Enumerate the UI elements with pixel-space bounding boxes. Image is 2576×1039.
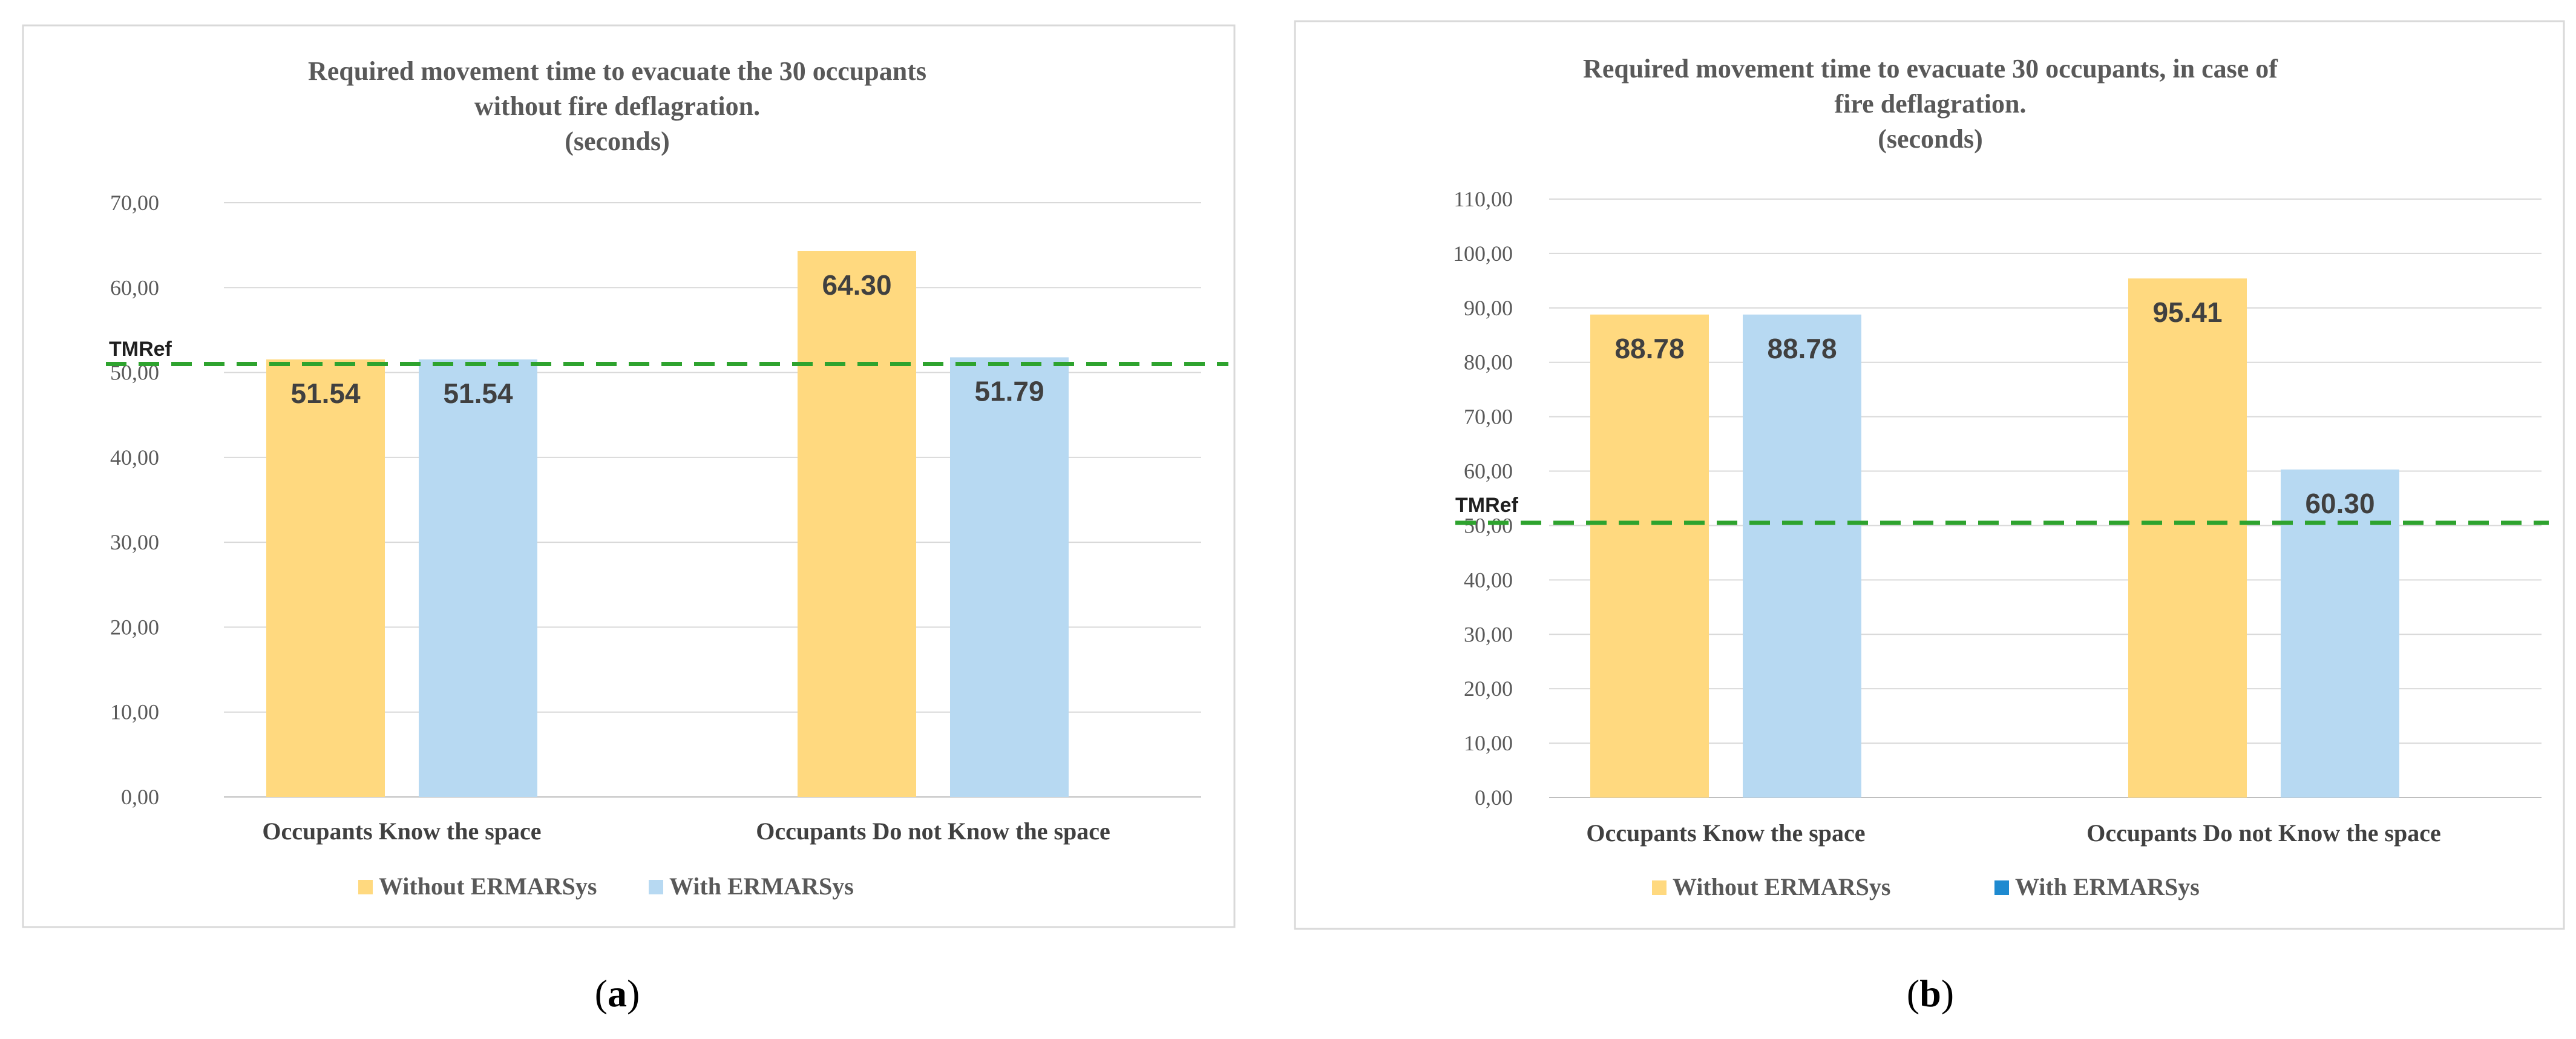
chart-a-category-label: Occupants Do not Know the space [756,818,1110,845]
chart-b-legend-label-without: Without ERMARSys [1673,873,1890,900]
chart-a-bar-with-2 [950,357,1069,797]
chart-b-category-labels: Occupants Know the space Occupants Do not… [1586,819,2440,847]
chart-a-title-line-1: Required movement time to evacuate the 3… [308,56,926,86]
chart-b-legend-swatch-without [1652,880,1667,895]
chart-b-legend-label-with: With ERMARSys [2015,873,2200,900]
chart-b-title-line-2: fire deflagration. [1835,89,2027,119]
chart-b-y-tick-label: 110,00 [1454,187,1513,211]
chart-b-category-label: Occupants Do not Know the space [2086,819,2441,847]
chart-a-title-line-3: (seconds) [565,126,670,156]
chart-a-data-label: 64.30 [822,269,891,301]
chart-b-y-tick-label: 40,00 [1464,568,1513,592]
chart-a-category-labels: Occupants Know the space Occupants Do not… [262,818,1110,845]
chart-b-data-label: 88.78 [1614,333,1684,364]
chart-b-category-label: Occupants Know the space [1586,819,1865,847]
chart-b-title-line-3: (seconds) [1878,124,1983,154]
chart-b-y-tick-label: 10,00 [1464,731,1513,755]
chart-b: Required movement time to evacuate 30 oc… [1294,20,2565,930]
panel-label-a-letter: a [608,972,627,1015]
chart-b-data-label: 88.78 [1767,333,1837,364]
chart-a-y-tick-label: 20,00 [110,615,159,639]
chart-a-bar-without-2 [798,251,916,797]
panel-label-b: (b) [1907,972,1954,1015]
chart-a-legend-swatch-with [649,880,663,894]
chart-b-y-tick-label: 20,00 [1464,677,1513,701]
chart-b-title-line-1: Required movement time to evacuate 30 oc… [1583,54,2278,84]
chart-a-bar-without-1 [266,359,385,797]
chart-a-legend-label-without: Without ERMARSys [379,873,597,900]
chart-a-y-tick-label: 40,00 [110,445,159,470]
chart-a-legend-swatch-without [358,880,373,894]
chart-b-legend: Without ERMARSys With ERMARSys [1652,873,2200,900]
chart-b-y-tick-label: 90,00 [1464,296,1513,320]
chart-a-bars [266,251,1069,797]
chart-a-y-tick-label: 0,00 [121,785,159,809]
panel-label-b-letter: b [1919,972,1941,1015]
chart-a-data-labels: 51.54 51.54 64.30 51.79 [290,269,1044,409]
chart-b-y-tick-label: 0,00 [1475,785,1513,810]
chart-a-legend-label-with: With ERMARSys [669,873,854,900]
chart-b-y-tick-label: 50,00 [1464,513,1513,537]
chart-b-y-ticks: 0,00 10,00 20,00 30,00 40,00 50,00 60,00 70,00 8… [1453,187,1513,810]
chart-a-title-line-2: without fire deflagration. [474,91,760,121]
chart-a-y-tick-label: 10,00 [110,700,159,724]
chart-b-y-tick-label: 70,00 [1464,405,1513,429]
chart-a-y-tick-label: 60,00 [110,275,159,300]
chart-a-category-label: Occupants Know the space [262,818,541,845]
chart-a-data-label: 51.79 [974,375,1044,407]
chart-b-data-label: 60.30 [2305,488,2374,519]
chart-a-legend: Without ERMARSys With ERMARSys [358,873,854,900]
chart-a-y-tick-label: 30,00 [110,530,159,554]
chart-b-bar-without-1 [1590,314,1709,798]
chart-b-data-label: 95.41 [2152,297,2222,328]
chart-a-y-tick-label: 70,00 [110,191,159,215]
chart-a-reference-label: TMRef [109,338,172,361]
chart-a-bar-with-1 [419,359,537,797]
chart-b-bar-with-1 [1743,314,1861,798]
chart-a: Required movement time to evacuate the 3… [22,24,1236,928]
chart-b-y-tick-label: 80,00 [1464,350,1513,375]
chart-b-reference-label: TMRef [1455,494,1519,517]
chart-b-y-tick-label: 60,00 [1464,459,1513,483]
chart-b-legend-swatch-with [1994,880,2009,895]
chart-b-y-tick-label: 100,00 [1453,241,1513,266]
chart-b-bar-without-2 [2128,278,2247,798]
chart-b-y-tick-label: 30,00 [1464,622,1513,646]
chart-a-data-label: 51.54 [443,378,513,409]
panel-label-a: (a) [595,972,640,1015]
chart-b-data-labels: 88.78 88.78 95.41 60.30 [1614,297,2374,519]
chart-a-data-label: 51.54 [290,378,361,409]
